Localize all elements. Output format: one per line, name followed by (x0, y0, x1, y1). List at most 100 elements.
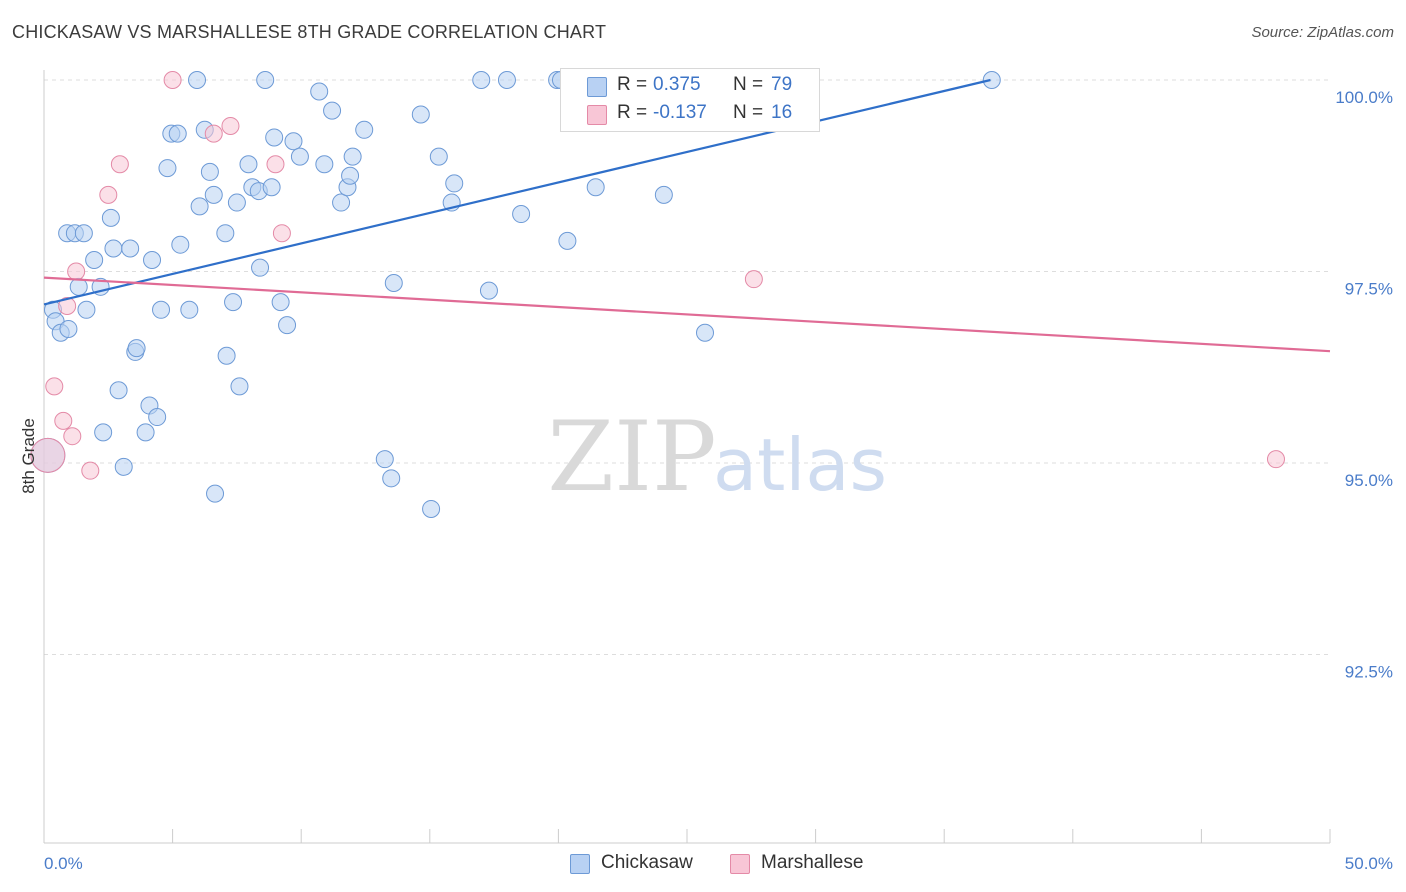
r-label: R = (617, 102, 648, 123)
chickasaw-point[interactable] (284, 132, 303, 151)
y-tick-label: 97.5% (1345, 280, 1393, 299)
chickasaw-point[interactable] (558, 231, 577, 250)
chickasaw-point[interactable] (422, 499, 441, 518)
chickasaw-point[interactable] (127, 339, 146, 358)
chickasaw-point[interactable] (262, 178, 281, 197)
legend-row-marshallese: R = -0.137 N = 16 (561, 99, 819, 129)
chickasaw-point[interactable] (143, 251, 162, 270)
chickasaw-point[interactable] (472, 71, 491, 89)
chickasaw-point[interactable] (148, 408, 167, 427)
r-label: R = (617, 74, 648, 95)
marshallese-point[interactable] (272, 224, 291, 243)
chickasaw-point[interactable] (445, 174, 464, 193)
chickasaw-point[interactable] (77, 300, 96, 319)
chickasaw-point[interactable] (239, 155, 258, 174)
marshallese-swatch (730, 854, 750, 874)
chart-title: CHICKASAW VS MARSHALLESE 8TH GRADE CORRE… (12, 22, 607, 42)
chickasaw-point[interactable] (586, 178, 605, 197)
y-axis-label: 8th Grade (19, 418, 38, 494)
chickasaw-point[interactable] (696, 323, 715, 342)
chickasaw-point[interactable] (200, 162, 219, 181)
x-tick-labels: 0.0% 50.0% (44, 854, 1393, 873)
chickasaw-point[interactable] (204, 185, 223, 204)
chickasaw-point[interactable] (429, 147, 448, 166)
chickasaw-point[interactable] (271, 293, 290, 312)
chickasaw-point[interactable] (188, 71, 207, 89)
chickasaw-point[interactable] (152, 300, 171, 319)
marshallese-point[interactable] (221, 116, 240, 135)
legend-label: Chickasaw (601, 852, 693, 873)
chickasaw-point[interactable] (180, 300, 199, 319)
chickasaw-trend-line (43, 78, 991, 306)
marshallese-swatch (587, 105, 607, 125)
chickasaw-point[interactable] (355, 120, 374, 139)
chickasaw-point[interactable] (497, 71, 516, 89)
chickasaw-point[interactable] (59, 319, 78, 338)
marshallese-point[interactable] (58, 296, 77, 315)
chickasaw-point[interactable] (121, 239, 140, 258)
n-label: N = (733, 102, 764, 123)
marshallese-point[interactable] (63, 427, 82, 446)
chickasaw-point[interactable] (479, 281, 498, 300)
correlation-legend: R = 0.375 N = 79 R = -0.137 N = 16 (560, 68, 820, 132)
chickasaw-point[interactable] (654, 185, 673, 204)
chickasaw-point[interactable] (315, 155, 334, 174)
chickasaw-point[interactable] (310, 82, 329, 101)
marshallese-point[interactable] (54, 411, 73, 430)
chickasaw-swatch (570, 854, 590, 874)
chickasaw-point[interactable] (171, 235, 190, 254)
chickasaw-point[interactable] (104, 239, 123, 258)
chickasaw-point[interactable] (85, 251, 104, 270)
watermark-atlas: atlas (713, 423, 887, 507)
chickasaw-point[interactable] (332, 193, 351, 212)
marshallese-point[interactable] (1266, 450, 1285, 469)
chickasaw-point[interactable] (216, 224, 235, 243)
chickasaw-point[interactable] (341, 166, 360, 185)
marshallese-point[interactable] (204, 124, 223, 143)
chickasaw-point[interactable] (94, 423, 113, 442)
marshallese-point[interactable] (30, 437, 66, 473)
chickasaw-point[interactable] (101, 208, 120, 227)
chickasaw-point[interactable] (74, 224, 93, 243)
chickasaw-point[interactable] (384, 273, 403, 292)
chickasaw-point[interactable] (158, 159, 177, 178)
marshallese-point[interactable] (67, 262, 86, 281)
chickasaw-point[interactable] (251, 258, 270, 277)
y-tick-labels: 100.0% 97.5% 95.0% 92.5% (1335, 88, 1393, 682)
n-value: 79 (771, 74, 793, 95)
chickasaw-point[interactable] (375, 450, 394, 469)
chickasaw-point[interactable] (217, 346, 236, 365)
chickasaw-point[interactable] (206, 484, 225, 503)
chickasaw-point[interactable] (190, 197, 209, 216)
chickasaw-point[interactable] (290, 147, 309, 166)
chickasaw-point[interactable] (382, 469, 401, 488)
marshallese-point[interactable] (110, 155, 129, 174)
chickasaw-point[interactable] (265, 128, 284, 147)
chickasaw-point[interactable] (323, 101, 342, 120)
marshallese-point[interactable] (99, 185, 118, 204)
y-tick-label: 100.0% (1335, 88, 1393, 107)
chickasaw-point[interactable] (343, 147, 362, 166)
marshallese-point[interactable] (266, 155, 285, 174)
chickasaw-point[interactable] (227, 193, 246, 212)
chickasaw-point[interactable] (114, 457, 133, 476)
marshallese-point[interactable] (744, 270, 763, 289)
chickasaw-point[interactable] (224, 293, 243, 312)
trend-lines (43, 78, 1331, 353)
chickasaw-point[interactable] (136, 423, 155, 442)
chickasaw-point[interactable] (982, 71, 1001, 89)
marshallese-points (30, 71, 1285, 480)
chickasaw-point[interactable] (512, 205, 531, 224)
chickasaw-point[interactable] (109, 381, 128, 400)
chickasaw-point[interactable] (168, 124, 187, 143)
chickasaw-point[interactable] (411, 105, 430, 124)
chickasaw-point[interactable] (256, 71, 275, 89)
chickasaw-point[interactable] (230, 377, 249, 396)
marshallese-point[interactable] (81, 461, 100, 480)
marshallese-point[interactable] (163, 71, 182, 89)
marshallese-point[interactable] (45, 377, 64, 396)
x-tick-label: 50.0% (1345, 854, 1393, 873)
chickasaw-point[interactable] (278, 316, 297, 335)
x-tick-label: 0.0% (44, 854, 83, 873)
